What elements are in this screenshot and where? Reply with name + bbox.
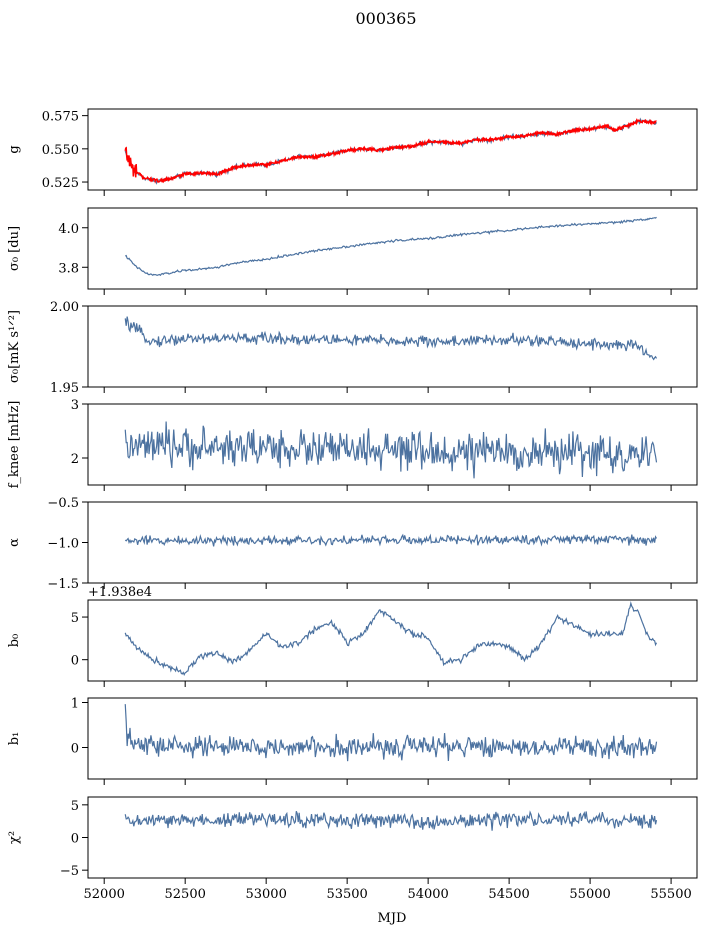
subplot-g: 0.525 0.550 0.575 g (7, 108, 698, 196)
y-offset-label-b0: +1.938e4 (88, 585, 152, 600)
y-tick-label-fknee: 3 (71, 398, 79, 413)
figure-title: 000365 (355, 9, 416, 28)
y-tick-label-chi2: −5 (60, 864, 79, 879)
y-tick-label-sigma0: 4.0 (58, 222, 79, 237)
y-axis-label-sigma0: σ₀ [du] (7, 226, 22, 271)
axes-frame-fknee (87, 403, 698, 486)
series-line-sigma0_mks (124, 316, 658, 361)
subplot-fknee: 2 3 f_knee [mHz] (7, 398, 698, 491)
series-line-alpha (124, 533, 658, 547)
series-line-b0 (124, 601, 658, 676)
subplot-alpha: −1.5 −1.0 −0.5 α (7, 496, 698, 592)
axes-frame-g (87, 108, 698, 191)
y-tick-label-fknee: 2 (71, 452, 79, 467)
axes-frame-sigma0 (87, 207, 698, 290)
series-line-chi2 (124, 810, 658, 831)
subplot-b1: 0 1 b₁ (7, 697, 698, 785)
axes-frame-b0 (87, 599, 698, 682)
x-tick-label: 54000 (407, 887, 448, 902)
subplot-sigma0: 3.8 4.0 σ₀ [du] (7, 207, 698, 295)
series-line-fknee (124, 421, 658, 479)
subplot-sigma0_mks: 1.95 2.00 σ₀[mK s¹ᐟ²] (7, 300, 698, 396)
y-axis-label-b1: b₁ (7, 732, 22, 746)
x-tick-label: 53500 (326, 887, 367, 902)
y-axis-label-sigma0_mks: σ₀[mK s¹ᐟ²] (7, 310, 22, 383)
subplot-b0: 0 5 b₀ +1.938e4 (7, 585, 698, 687)
y-tick-label-alpha: −1.5 (47, 577, 79, 592)
y-axis-label-chi2: χ² (7, 831, 22, 844)
axes-frame-sigma0_mks (87, 305, 698, 388)
y-tick-label-sigma0_mks: 2.00 (50, 300, 79, 315)
y-tick-label-alpha: −1.0 (47, 537, 79, 552)
axes-frame-b1 (87, 697, 698, 780)
x-tick-label: 55000 (569, 887, 610, 902)
x-tick-label: 54500 (488, 887, 529, 902)
axes-frame-chi2 (87, 796, 698, 879)
y-axis-label-b0: b₀ (7, 634, 22, 648)
x-tick-label: 52500 (165, 887, 206, 902)
y-tick-label-b1: 1 (71, 697, 79, 712)
x-tick-label: 53000 (245, 887, 286, 902)
y-tick-label-g: 0.525 (42, 176, 79, 191)
y-tick-label-b0: 5 (71, 611, 79, 626)
y-tick-label-g: 0.550 (42, 143, 79, 158)
y-axis-label-fknee: f_knee [mHz] (7, 401, 22, 489)
y-tick-label-chi2: 0 (71, 832, 79, 847)
subplot-stack: 0.525 0.550 0.575 g 3.8 4.0 σ₀ [du] 1.95 2.00 σ₀[… (7, 108, 698, 902)
y-axis-label-g: g (7, 145, 22, 153)
y-tick-label-b1: 0 (71, 742, 79, 757)
y-tick-label-b0: 0 (71, 654, 79, 669)
y-tick-label-chi2: 5 (71, 799, 79, 814)
y-tick-label-sigma0: 3.8 (58, 261, 79, 276)
y-tick-label-sigma0_mks: 1.95 (50, 381, 79, 396)
y-axis-label-alpha: α (7, 538, 22, 547)
subplot-chi2: 52000 52500 53000 53500 54000 54500 55000 55500… (7, 796, 698, 902)
series-line-b1 (124, 704, 658, 762)
series-line-sigma0 (125, 216, 657, 277)
y-tick-label-alpha: −0.5 (47, 496, 79, 511)
x-tick-label: 55500 (650, 887, 691, 902)
y-tick-label-g: 0.575 (42, 110, 79, 125)
overlay-line-g (124, 117, 657, 184)
x-tick-label: 52000 (84, 887, 125, 902)
x-axis-label: MJD (378, 911, 407, 926)
